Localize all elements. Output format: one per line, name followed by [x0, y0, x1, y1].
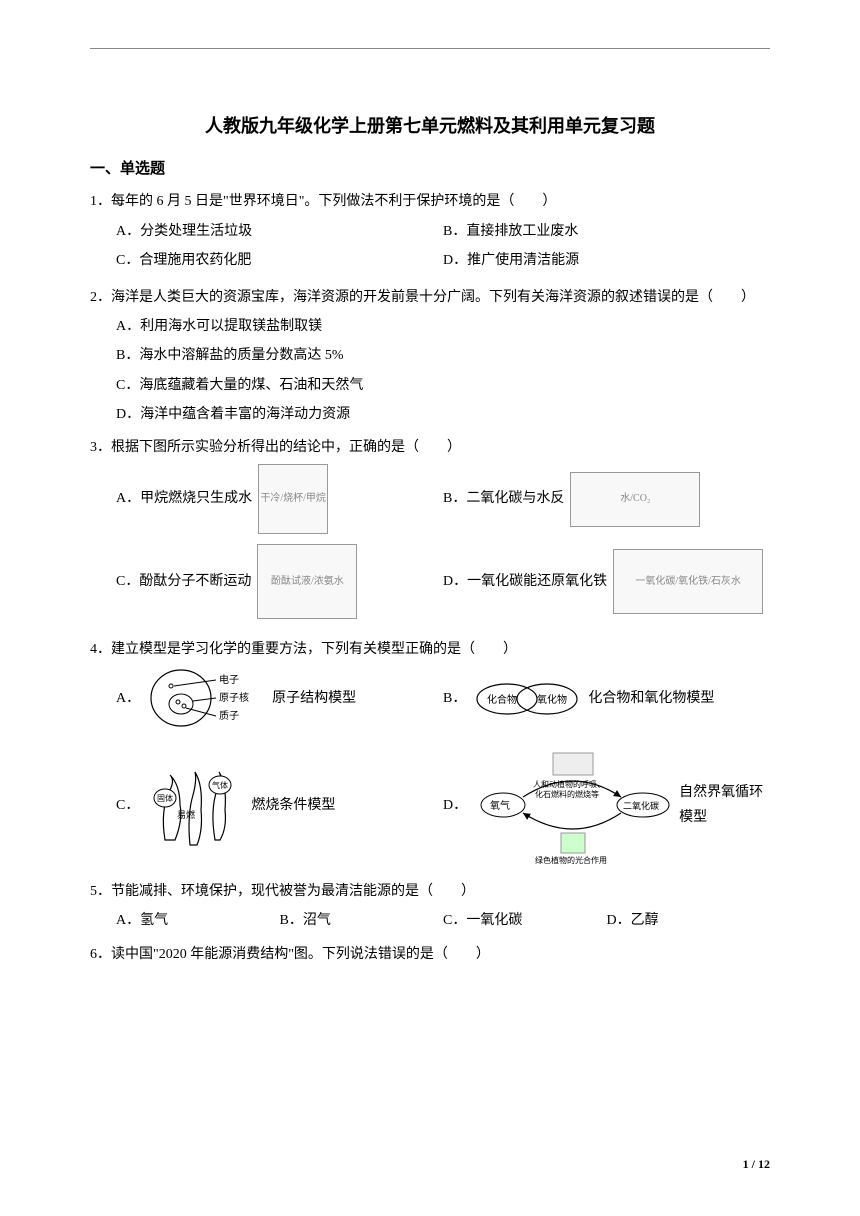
q2-c: C．海底蕴藏着大量的煤、石油和天然气 [116, 373, 770, 398]
q4-b-diagram: 化合物 氧化物 [472, 679, 582, 719]
svg-text:易燃: 易燃 [177, 809, 195, 820]
q5-d: D．乙醇 [607, 908, 771, 933]
question-3: 3．根据下图所示实验分析得出的结论中，正确的是（ ） A．甲烷燃烧只生成水 干冷… [90, 435, 770, 629]
header-rule [90, 48, 770, 49]
q6-stem: 6．读中国"2020 年能源消费结构"图。下列说法错误的是（ ） [90, 942, 770, 967]
svg-text:人和动植物的呼吸、: 人和动植物的呼吸、 [533, 779, 605, 789]
q5-b: B．沼气 [280, 908, 444, 933]
q3-d: D．一氧化碳能还原氧化铁 一氧化碳/氧化铁/石灰水 [443, 549, 770, 614]
q4-d-diagram: 氧气 二氧化碳 人和动植物的呼吸、 化石燃料的燃烧等 绿色植物的光合作用 [473, 745, 673, 865]
svg-text:绿色植物的光合作用: 绿色植物的光合作用 [535, 855, 607, 865]
q3-b: B．二氧化碳与水反 水/CO₂ [443, 472, 770, 527]
q2-a: A．利用海水可以提取镁盐制取镁 [116, 314, 770, 339]
q2-options: A．利用海水可以提取镁盐制取镁 B．海水中溶解盐的质量分数高达 5% C．海底蕴… [90, 314, 770, 427]
svg-text:电子: 电子 [219, 673, 239, 686]
svg-text:原子核: 原子核 [219, 691, 249, 704]
svg-text:质子: 质子 [219, 710, 239, 722]
q4-a-diagram: 电子 原子核 质子 [146, 666, 266, 731]
q3-options: A．甲烷燃烧只生成水 干冷/烧杯/甲烷 B．二氧化碳与水反 水/CO₂ C．酚酞… [90, 464, 770, 629]
q3-a: A．甲烷燃烧只生成水 干冷/烧杯/甲烷 [116, 464, 443, 534]
q3-c-text: C．酚酞分子不断运动 [116, 569, 251, 594]
svg-text:氧化物: 氧化物 [537, 693, 567, 706]
q2-d: D．海洋中蕴含着丰富的海洋动力资源 [116, 402, 770, 427]
q4-a: A． 电子 原子核 质子 原子结构模型 [116, 666, 443, 731]
q3-a-text: A．甲烷燃烧只生成水 [116, 486, 252, 511]
q4-c-label: C． [116, 793, 139, 818]
q4-a-label: A． [116, 686, 140, 711]
q4-b: B． 化合物 氧化物 化合物和氧化物模型 [443, 679, 770, 719]
question-2: 2．海洋是人类巨大的资源宝库，海洋资源的开发前景十分广阔。下列有关海洋资源的叙述… [90, 285, 770, 427]
q5-c: C．一氧化碳 [443, 908, 607, 933]
q3-c-diagram: 酚酞试液/浓氨水 [257, 544, 357, 619]
q4-b-text: 化合物和氧化物模型 [588, 686, 714, 711]
q3-b-text: B．二氧化碳与水反 [443, 486, 564, 511]
q3-c: C．酚酞分子不断运动 酚酞试液/浓氨水 [116, 544, 443, 619]
q1-c: C．合理施用农药化肥 [116, 248, 443, 273]
svg-text:固体: 固体 [157, 793, 173, 803]
q3-a-diagram: 干冷/烧杯/甲烷 [258, 464, 328, 534]
svg-text:氧气: 氧气 [490, 799, 510, 812]
q4-c-text: 燃烧条件模型 [251, 793, 335, 818]
q4-options: A． 电子 原子核 质子 原子结构模型 B． [90, 666, 770, 865]
page-title: 人教版九年级化学上册第七单元燃料及其利用单元复习题 [90, 110, 770, 142]
question-1: 1．每年的 6 月 5 日是"世界环境日"。下列做法不利于保护环境的是（ ） A… [90, 189, 770, 277]
q5-a: A．氢气 [116, 908, 280, 933]
q4-d-label: D． [443, 793, 467, 818]
page-number: 1 / 12 [743, 1154, 770, 1176]
section-header: 一、单选题 [90, 156, 770, 183]
q4-stem: 4．建立模型是学习化学的重要方法，下列有关模型正确的是（ ） [90, 637, 770, 662]
question-5: 5．节能减排、环境保护，现代被誉为最清洁能源的是（ ） A．氢气 B．沼气 C．… [90, 879, 770, 933]
svg-text:气体: 气体 [212, 780, 228, 790]
q2-stem: 2．海洋是人类巨大的资源宝库，海洋资源的开发前景十分广阔。下列有关海洋资源的叙述… [90, 285, 770, 310]
q1-a: A．分类处理生活垃圾 [116, 219, 443, 244]
q3-b-diagram: 水/CO₂ [570, 472, 700, 527]
q4-d-text: 自然界氧循环模型 [679, 780, 770, 830]
svg-text:化石燃料的燃烧等: 化石燃料的燃烧等 [535, 789, 599, 799]
q1-stem: 1．每年的 6 月 5 日是"世界环境日"。下列做法不利于保护环境的是（ ） [90, 189, 770, 214]
q3-stem: 3．根据下图所示实验分析得出的结论中，正确的是（ ） [90, 435, 770, 460]
question-4: 4．建立模型是学习化学的重要方法，下列有关模型正确的是（ ） A． 电子 原子核… [90, 637, 770, 865]
question-6: 6．读中国"2020 年能源消费结构"图。下列说法错误的是（ ） [90, 942, 770, 967]
q4-c: C． 固体 气体 易燃 燃烧条件模型 [116, 760, 443, 850]
q4-a-text: 原子结构模型 [272, 686, 356, 711]
q1-options: A．分类处理生活垃圾 B．直接排放工业废水 C．合理施用农药化肥 D．推广使用清… [90, 219, 770, 277]
q2-b: B．海水中溶解盐的质量分数高达 5% [116, 343, 770, 368]
q5-options: A．氢气 B．沼气 C．一氧化碳 D．乙醇 [90, 908, 770, 933]
q4-c-diagram: 固体 气体 易燃 [145, 760, 245, 850]
svg-text:二氧化碳: 二氧化碳 [623, 800, 659, 811]
q3-d-diagram: 一氧化碳/氧化铁/石灰水 [613, 549, 763, 614]
q5-stem: 5．节能减排、环境保护，现代被誉为最清洁能源的是（ ） [90, 879, 770, 904]
q4-d: D． 氧气 二氧化碳 人和动植物的呼吸、 化石燃料的燃烧等 绿色植物的光合作用 … [443, 745, 770, 865]
q1-b: B．直接排放工业废水 [443, 219, 770, 244]
svg-text:化合物: 化合物 [487, 693, 517, 706]
q3-d-text: D．一氧化碳能还原氧化铁 [443, 569, 607, 594]
q1-d: D．推广使用清洁能源 [443, 248, 770, 273]
q4-b-label: B． [443, 686, 466, 711]
